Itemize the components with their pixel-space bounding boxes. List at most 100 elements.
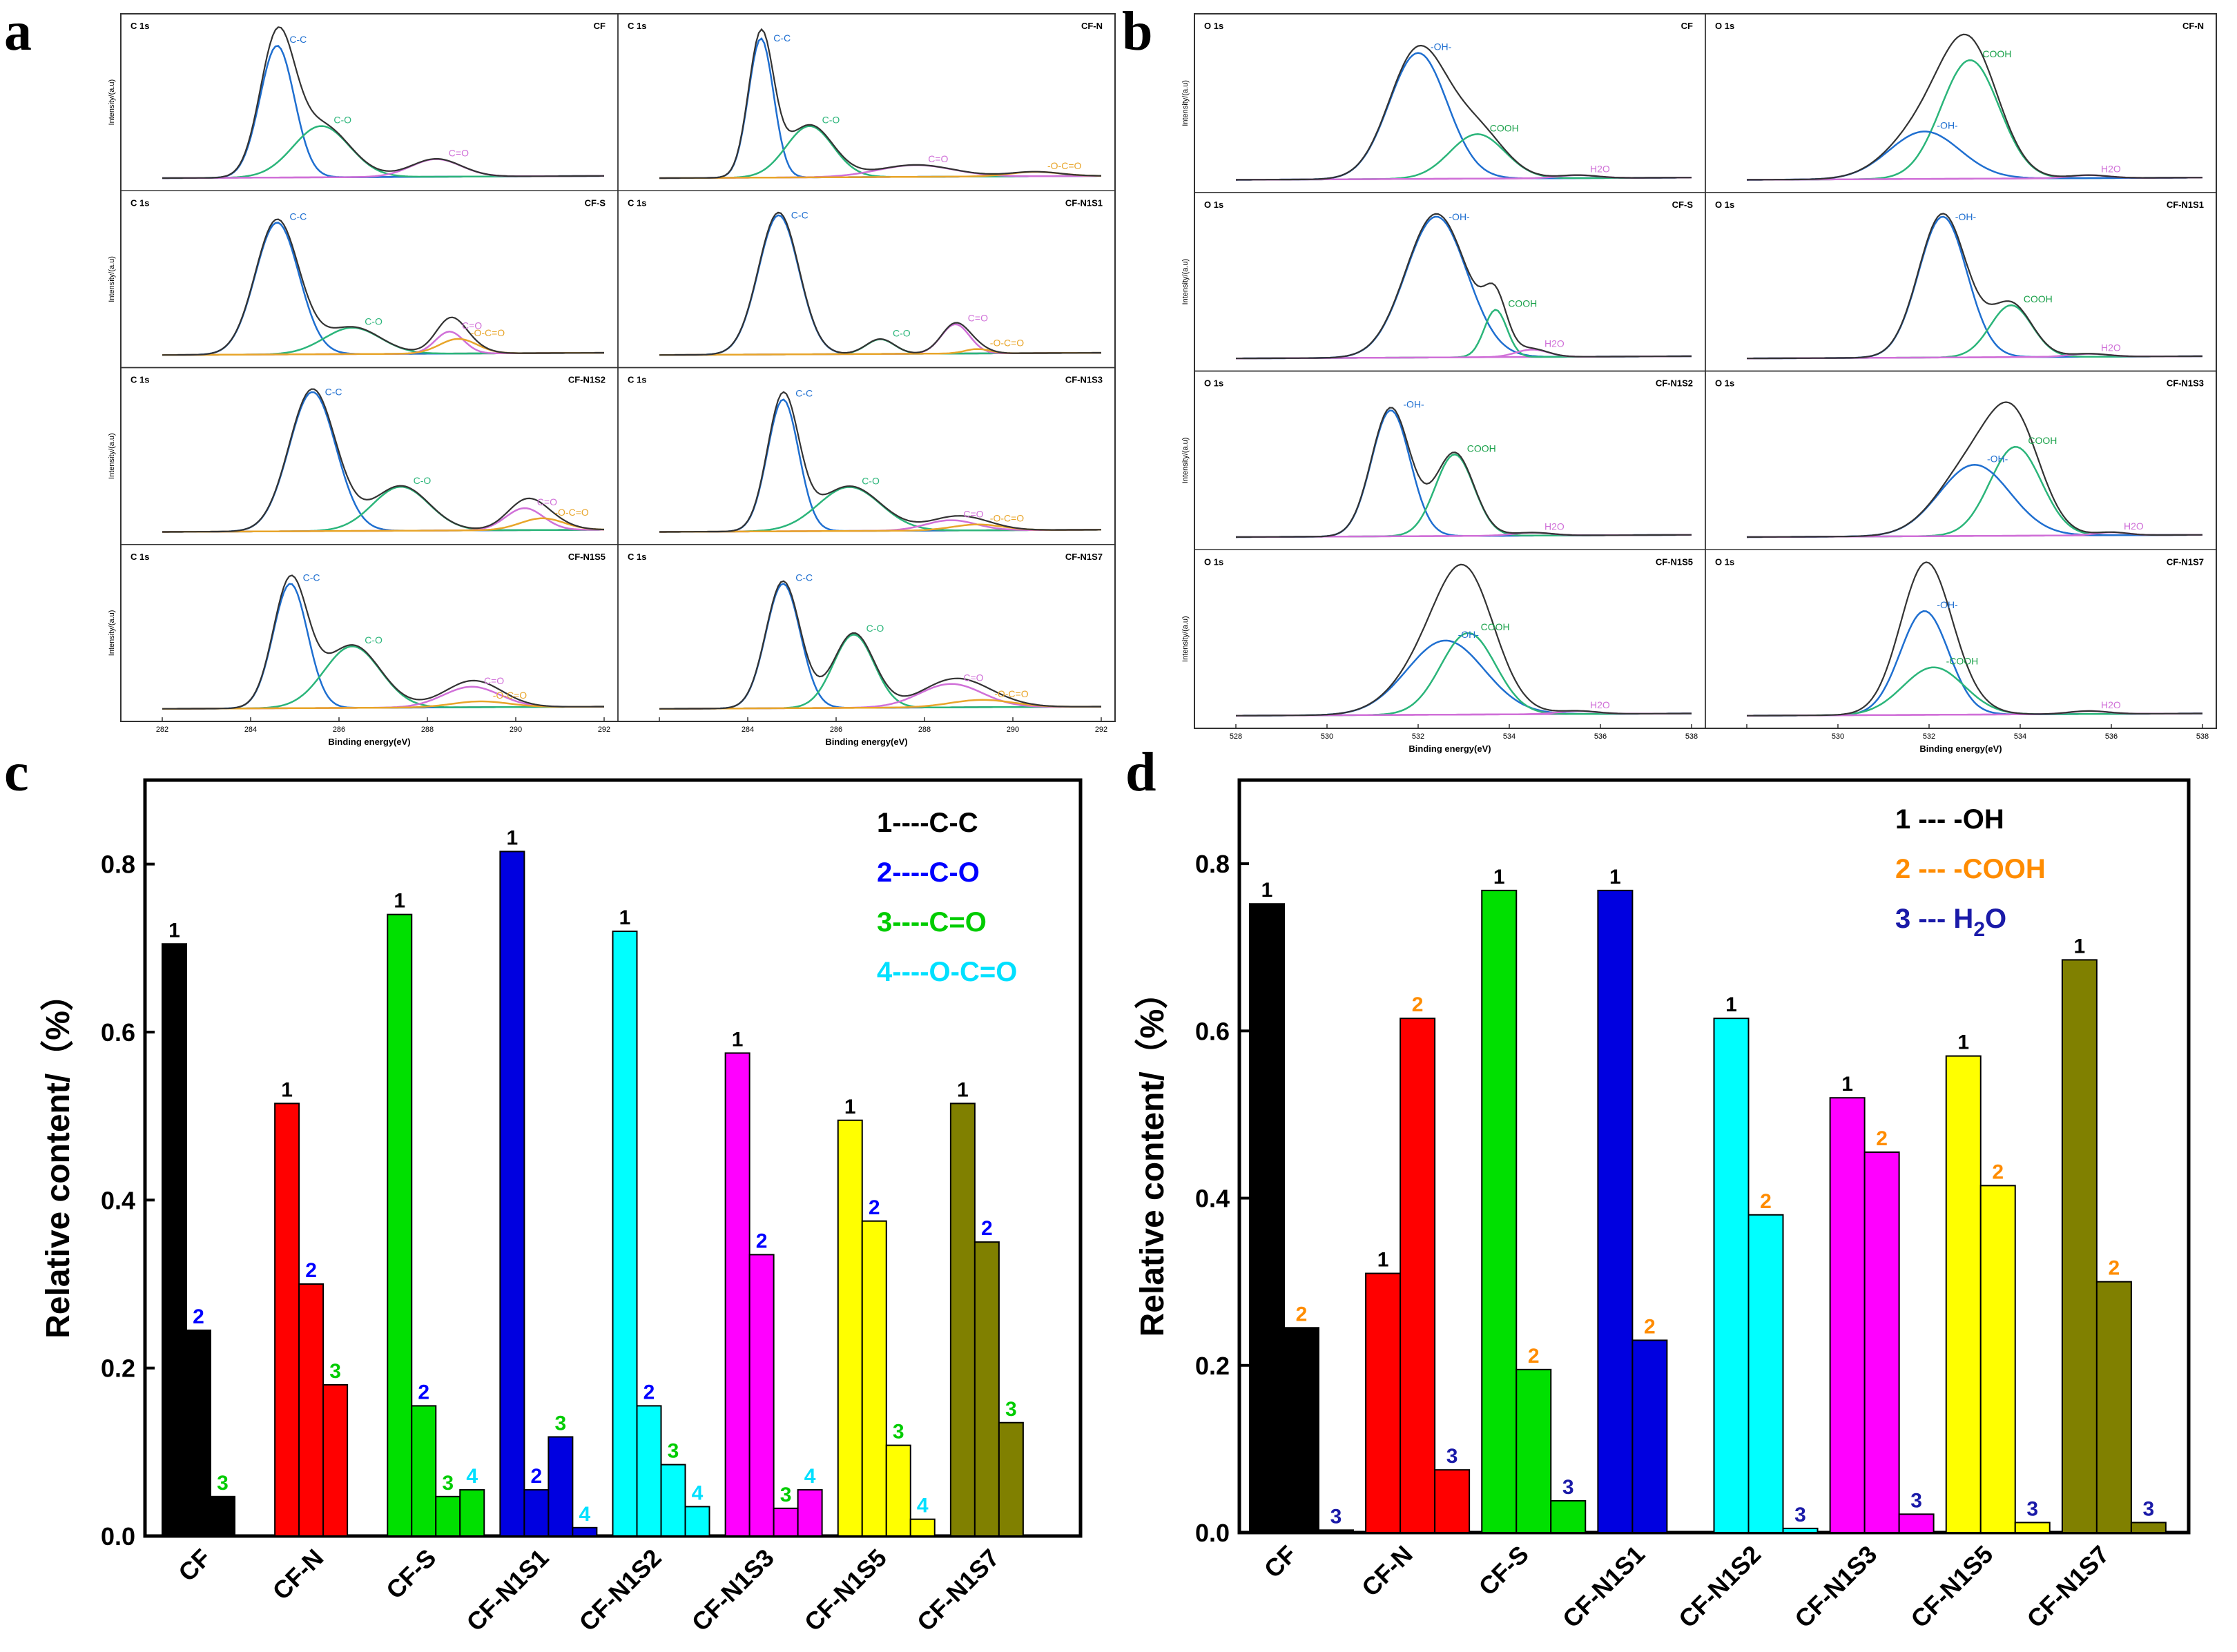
bar-CF-N1S1-3 — [548, 1436, 574, 1537]
bar-label: 1 — [732, 1028, 744, 1051]
bar-label: 3 — [1562, 1476, 1574, 1499]
bar-label: 4 — [466, 1465, 478, 1488]
bar-CF-S-3 — [435, 1495, 461, 1537]
peak-C-O — [162, 485, 604, 533]
peak-label: -O-C=O — [554, 507, 589, 518]
peak-label: C-O — [862, 475, 880, 486]
peak--COOH — [1235, 453, 1692, 538]
envelope-line — [659, 28, 1101, 179]
peak--OH- — [1746, 130, 2203, 181]
bar-label: 3 — [217, 1472, 229, 1495]
bar-label: 1 — [1377, 1249, 1389, 1272]
sample-label: CF-N1S3 — [2167, 378, 2204, 389]
peak--COOH — [1747, 304, 2202, 360]
bar-CF-3 — [210, 1495, 235, 1537]
bar-label: 4 — [692, 1481, 704, 1504]
envelope-line — [659, 211, 1101, 356]
sample-label: CF-N1S7 — [2167, 556, 2204, 567]
peak-label: C-O — [365, 634, 382, 645]
category-label: CF-N1S3 — [1789, 1540, 1882, 1633]
envelope-line — [1235, 44, 1692, 181]
peak-label: -OH- — [1937, 119, 1958, 130]
bar-label: 4 — [579, 1503, 591, 1526]
y-axis-label: Relative content/（%） — [40, 978, 77, 1339]
spectrum-CF-N1S5: O 1s CF-N1S5 Intensity/(a.u) -OH-COOH H2O 528… — [1181, 549, 1706, 754]
bar-CF-S-3 — [1550, 1499, 1587, 1534]
bar-CF-S-2 — [1515, 1368, 1552, 1534]
region-label: O 1s — [1204, 378, 1223, 389]
peak-label: -O-C=O — [990, 513, 1025, 524]
region-label: O 1s — [1204, 556, 1223, 567]
bar-label: 2 — [1412, 993, 1424, 1016]
bar-CF-N1S3-3 — [773, 1507, 799, 1537]
bar-label: 1 — [1725, 993, 1737, 1016]
peak-C-O — [162, 327, 604, 356]
bar-CF-N1S2-4 — [684, 1506, 710, 1537]
peak-C-C — [659, 583, 1101, 710]
category-label: CF-N — [1356, 1540, 1418, 1602]
peak-label: C=O — [484, 675, 504, 686]
category-label: CF — [1259, 1540, 1302, 1584]
bar-label: 3 — [1005, 1398, 1017, 1421]
legend-item: 2----C-O — [877, 857, 980, 888]
bar-label: 1 — [1493, 866, 1505, 888]
envelope-line — [1236, 563, 1692, 717]
peak-label: C-C — [795, 572, 813, 583]
x-tick-label: 288 — [421, 726, 434, 734]
y-axis-label: Intensity/(a.u) — [108, 610, 116, 657]
bar-CF-N-1 — [274, 1102, 300, 1537]
peak-label: C=O — [968, 313, 988, 324]
panel-a-c1s-spectra: C 1s CF Intensity/(a.u) C-C C-O C=O C 1s CF-N C-… — [108, 13, 1116, 747]
y-axis-label: Intensity/(a.u) — [1181, 616, 1190, 662]
spectrum-CF-S: O 1s CF-S Intensity/(a.u) -OH- COOH H2O — [1181, 192, 1706, 372]
legend-item: 4----O-C=O — [877, 957, 1017, 987]
region-label: C 1s — [130, 197, 149, 208]
peak-label: C-C — [289, 34, 307, 45]
bar-label: 2 — [1528, 1345, 1540, 1368]
bar-label: 3 — [2026, 1497, 2038, 1520]
envelope-line — [162, 218, 604, 356]
x-tick-label: 530 — [1832, 732, 1844, 741]
category-label: CF-N1S1 — [1557, 1540, 1650, 1633]
y-tick-label: 0.4 — [101, 1186, 135, 1214]
bar-CF-N1S3-2 — [748, 1254, 775, 1537]
bar-label: 2 — [418, 1381, 429, 1403]
y-tick-label: 0.2 — [101, 1354, 135, 1383]
y-axis-label: Intensity/(a.u) — [1181, 438, 1190, 484]
peak-label: C-C — [773, 32, 791, 43]
peak-label: C-O — [333, 115, 351, 126]
sample-label: CF-N1S2 — [568, 375, 606, 385]
bar-CF-N1S2-2 — [636, 1405, 662, 1537]
peak--OH- — [1235, 409, 1692, 538]
subplot-frame — [120, 544, 619, 722]
spectrum-CF-N1S3: C 1s CF-N1S3 C-C C-O C=O -O-C=O — [617, 367, 1116, 545]
spectrum-CF-S: C 1s CF-S Intensity/(a.u) C-C C-O C=O-O-C=O — [108, 190, 619, 369]
x-tick-label: 538 — [1685, 732, 1698, 741]
peak-C-C — [162, 222, 604, 356]
peak-label: -O-C=O — [493, 690, 527, 701]
category-label: CF-N1S5 — [799, 1544, 892, 1637]
y-tick-label: 0.8 — [101, 851, 135, 879]
x-tick-label: 536 — [2105, 732, 2118, 741]
spectrum-CF-N1S2: O 1s CF-N1S2 Intensity/(a.u) -OH- COOH H2O — [1181, 370, 1706, 550]
subplot-frame — [1194, 370, 1706, 550]
panel-letter-d: d — [1125, 742, 1156, 803]
bar-CF-N1S7-3 — [2130, 1522, 2167, 1533]
sample-label: CF — [1681, 21, 1693, 31]
x-tick-label: 292 — [598, 726, 610, 734]
subplot-frame — [617, 367, 1116, 545]
spectrum-CF: C 1s CF Intensity/(a.u) C-C C-O C=O — [108, 13, 619, 191]
x-tick-label: 282 — [156, 726, 168, 734]
bar-label: 3 — [893, 1421, 904, 1444]
spectrum-CF: O 1s CF Intensity/(a.u) -OH- COOH H2O — [1181, 13, 1706, 193]
subplot-frame — [1194, 549, 1706, 729]
bar-label: 3 — [1446, 1445, 1458, 1468]
x-tick-label: 534 — [1503, 732, 1515, 741]
category-label: CF-S — [1473, 1540, 1534, 1601]
peak-C-C — [659, 398, 1101, 533]
region-label: C 1s — [628, 197, 646, 208]
bar-CF-N1S3-1 — [1829, 1097, 1866, 1533]
peak--COOH — [1236, 632, 1692, 717]
sample-label: CF — [594, 21, 606, 31]
